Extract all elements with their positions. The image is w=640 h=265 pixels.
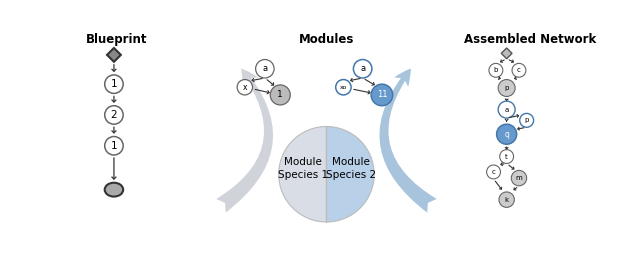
Circle shape: [237, 80, 253, 95]
Ellipse shape: [105, 183, 123, 197]
Text: p: p: [524, 117, 529, 123]
Text: a: a: [504, 107, 509, 113]
Text: Blueprint: Blueprint: [86, 33, 147, 46]
Text: 2: 2: [111, 110, 117, 120]
Circle shape: [498, 101, 515, 118]
Text: b: b: [493, 67, 498, 73]
Circle shape: [520, 113, 534, 127]
Text: m: m: [516, 175, 522, 181]
Circle shape: [255, 60, 274, 78]
Circle shape: [105, 136, 123, 155]
Text: p: p: [504, 85, 509, 91]
Text: k: k: [504, 197, 509, 203]
Wedge shape: [279, 126, 326, 222]
Text: 11: 11: [377, 90, 387, 99]
Circle shape: [497, 124, 516, 144]
Text: 1: 1: [111, 141, 117, 151]
Text: Module
Species 2: Module Species 2: [326, 157, 376, 180]
Text: t: t: [505, 153, 508, 160]
Circle shape: [512, 63, 526, 77]
Circle shape: [499, 192, 515, 207]
Circle shape: [486, 165, 500, 179]
Circle shape: [353, 60, 372, 78]
Circle shape: [498, 80, 515, 96]
Text: x: x: [243, 83, 247, 92]
Text: 1: 1: [111, 79, 117, 89]
Polygon shape: [501, 48, 512, 59]
Wedge shape: [326, 126, 374, 222]
Circle shape: [371, 84, 393, 106]
Text: Module
Species 1: Module Species 1: [278, 157, 328, 180]
Circle shape: [105, 106, 123, 124]
Circle shape: [105, 75, 123, 93]
Text: c: c: [492, 169, 495, 175]
Circle shape: [511, 170, 527, 186]
Text: 1: 1: [277, 90, 283, 99]
FancyArrowPatch shape: [216, 69, 273, 213]
Text: a: a: [360, 64, 365, 73]
Circle shape: [270, 85, 291, 105]
Circle shape: [489, 63, 503, 77]
Polygon shape: [107, 48, 121, 62]
FancyArrowPatch shape: [380, 69, 436, 213]
Circle shape: [336, 80, 351, 95]
Text: Modules: Modules: [299, 33, 354, 46]
Text: q: q: [504, 130, 509, 139]
Text: Assembled Network: Assembled Network: [464, 33, 596, 46]
Text: c: c: [517, 67, 521, 73]
Text: a: a: [262, 64, 268, 73]
Text: xo: xo: [340, 85, 347, 90]
Circle shape: [500, 150, 513, 164]
